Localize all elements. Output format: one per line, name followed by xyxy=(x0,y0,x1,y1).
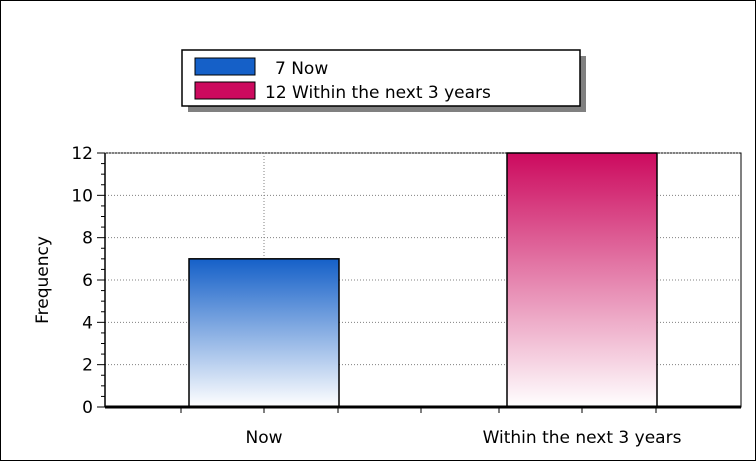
y-tick-label: 10 xyxy=(71,186,93,206)
y-tick-label: 8 xyxy=(82,229,93,249)
y-tick-label: 2 xyxy=(82,356,93,376)
y-tick-label: 6 xyxy=(82,271,93,291)
bars xyxy=(188,152,658,408)
y-tick-label: 12 xyxy=(71,144,93,164)
x-tick-labels: Now Within the next 3 years xyxy=(245,428,681,448)
bar-within-the-next-3-years xyxy=(506,152,658,408)
y-tick-label: 4 xyxy=(82,313,93,333)
x-tick-label: Now xyxy=(245,428,282,448)
legend-label-within: 12 Within the next 3 years xyxy=(265,83,491,103)
legend-swatch-now xyxy=(194,57,256,76)
y-tick-label: 0 xyxy=(82,398,93,418)
y-axis-label: Frequency xyxy=(33,236,53,324)
legend: 7 Now 12 Within the next 3 years xyxy=(181,49,586,112)
legend-label-now: 7 Now xyxy=(275,59,328,79)
axes xyxy=(97,152,741,413)
x-tick-label: Within the next 3 years xyxy=(483,428,682,448)
legend-swatch-within xyxy=(194,81,256,100)
y-tick-labels: 0 2 4 6 8 10 12 xyxy=(71,144,93,418)
bar-now xyxy=(188,258,340,408)
